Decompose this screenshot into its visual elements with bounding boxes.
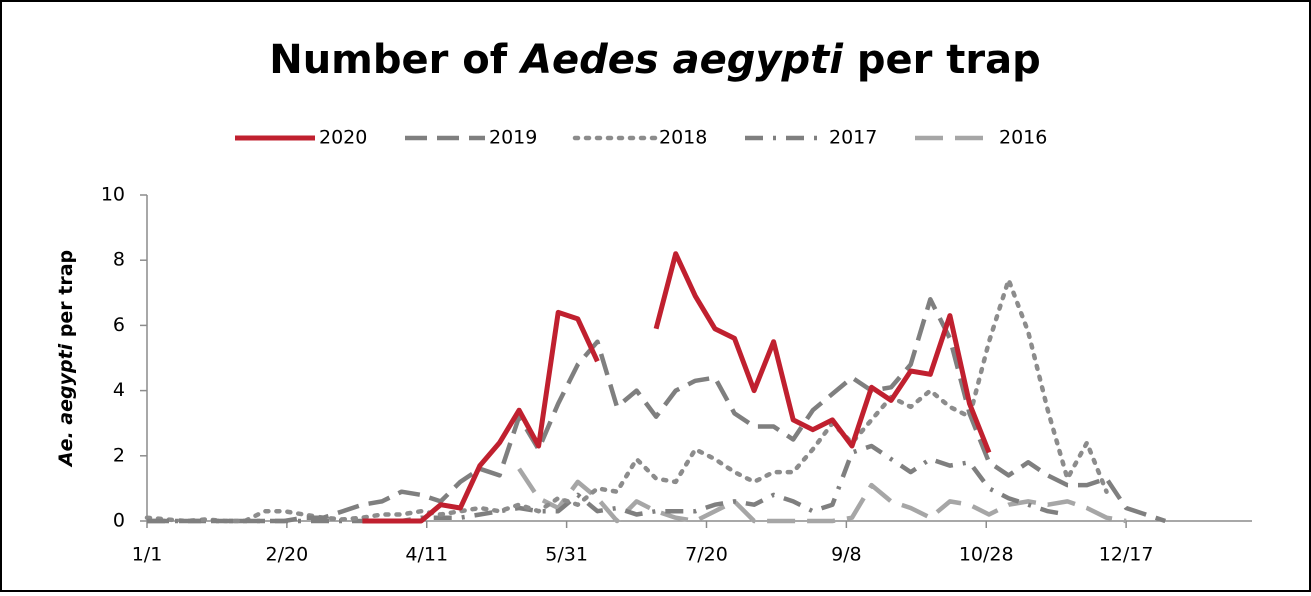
- legend-label: 2020: [319, 127, 367, 149]
- x-tick-label: 5/31: [545, 544, 588, 566]
- y-axis-label-part: Ae. aegypti: [55, 343, 77, 468]
- chart-title-part: per trap: [843, 37, 1041, 83]
- y-tick-label: 10: [101, 184, 125, 206]
- y-tick-label: 0: [113, 510, 125, 532]
- legend-label: 2017: [829, 127, 877, 149]
- series-line: [144, 277, 1109, 524]
- x-tick-label: 1/1: [132, 544, 163, 566]
- chart-title-part: Number of: [269, 37, 521, 83]
- x-tick-label: 12/17: [1099, 544, 1154, 566]
- y-axis-label: Ae. aegypti per trap: [55, 250, 77, 468]
- x-tick-label: 9/8: [831, 544, 862, 566]
- chart-title-part: Aedes aegypti: [518, 37, 844, 83]
- y-axis-label-part: per trap: [55, 250, 77, 344]
- series-line: [362, 251, 992, 524]
- series-line: [147, 297, 1167, 524]
- chart-title: Number of Aedes aegypti per trap: [269, 37, 1041, 83]
- series-line: [517, 467, 1127, 524]
- legend-label: 2018: [659, 127, 707, 149]
- legend-label: 2016: [999, 127, 1047, 149]
- series-line: [147, 443, 1068, 524]
- x-tick-label: 2/20: [266, 544, 309, 566]
- y-tick-label: 8: [113, 249, 125, 271]
- y-tick-label: 6: [113, 314, 125, 336]
- y-tick-label: 2: [113, 444, 125, 466]
- legend-label: 2019: [489, 127, 537, 149]
- x-tick-label: 4/11: [405, 544, 448, 566]
- y-tick-label: 4: [113, 379, 125, 401]
- x-tick-label: 7/20: [685, 544, 728, 566]
- x-tick-label: 10/28: [959, 544, 1014, 566]
